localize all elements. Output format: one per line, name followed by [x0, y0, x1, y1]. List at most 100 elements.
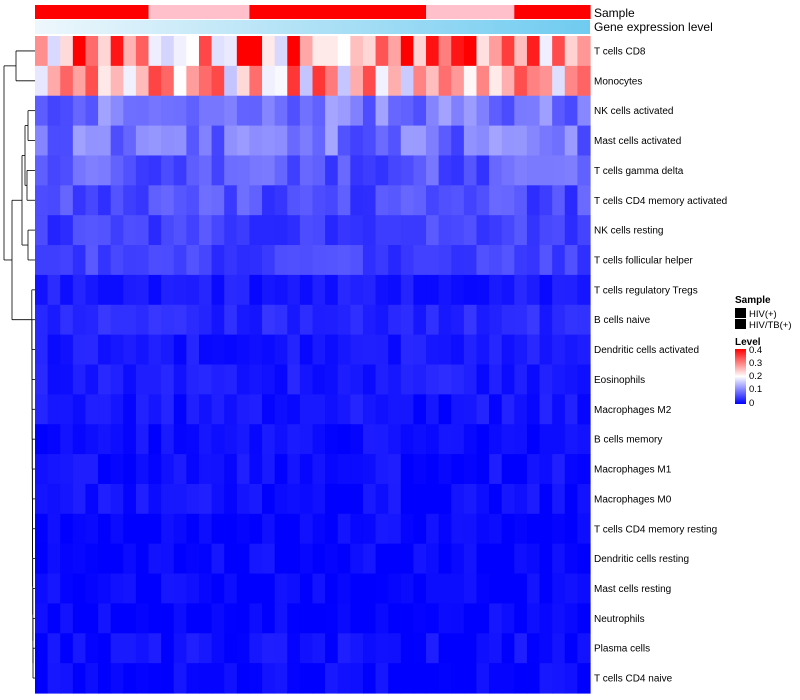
heatmap-cell	[577, 394, 591, 425]
heatmap-cell	[564, 274, 578, 306]
heatmap-cell	[325, 543, 339, 575]
heatmap-cell	[388, 95, 402, 127]
heatmap-cell	[375, 155, 389, 186]
heatmap-cell	[362, 36, 377, 67]
heatmap-cell	[85, 304, 99, 336]
sample-annotation-cell	[501, 5, 515, 19]
heatmap-cell	[325, 304, 339, 336]
heatmap-cell	[526, 633, 541, 664]
heatmap-cell	[337, 304, 351, 336]
heatmap-cell	[577, 424, 591, 455]
heatmap-cell	[186, 185, 200, 216]
heatmap-cell	[110, 334, 124, 366]
heatmap-cell	[135, 603, 150, 634]
sample-annotation-cell	[198, 5, 213, 19]
heatmap-cell	[161, 424, 175, 455]
heatmap-cell	[350, 215, 364, 246]
heatmap-cell	[325, 274, 339, 306]
heatmap-cell	[375, 334, 389, 366]
heatmap-cell	[325, 394, 339, 425]
heatmap-cell	[312, 364, 326, 395]
heatmap-cell	[249, 185, 263, 216]
heatmap-cell	[249, 394, 263, 425]
heatmap-cell	[198, 245, 213, 276]
heatmap-cell	[135, 334, 150, 366]
heatmap-cell	[362, 424, 377, 455]
heatmap-cell	[287, 663, 301, 694]
heatmap-cell	[413, 65, 427, 97]
heatmap-cell	[426, 125, 440, 157]
heatmap-cell	[236, 603, 251, 634]
heatmap-cell	[564, 364, 578, 395]
heatmap-cell	[388, 304, 402, 336]
heatmap-cell	[337, 573, 351, 605]
row-label: Dendritic cells resting	[594, 554, 689, 565]
heatmap-cell	[476, 573, 490, 605]
heatmap-cell	[299, 663, 314, 694]
heatmap-cell	[564, 65, 578, 97]
heatmap-cell	[426, 394, 440, 425]
heatmap-cell	[262, 573, 276, 605]
heatmap-cell	[249, 274, 263, 306]
heatmap-cell	[110, 304, 124, 336]
heatmap-cell	[577, 36, 591, 67]
heatmap-cell	[426, 633, 440, 664]
heatmap-cell	[325, 424, 339, 455]
heatmap-cell	[451, 334, 465, 366]
heatmap-cell	[224, 304, 238, 336]
heatmap-cell	[211, 513, 225, 545]
sample-annotation-cell	[526, 5, 541, 19]
heatmap-cell	[463, 274, 478, 306]
heatmap-cell	[526, 245, 541, 276]
heatmap-cell	[577, 95, 591, 127]
heatmap-cell	[539, 215, 553, 246]
heatmap-cell	[249, 155, 263, 186]
heatmap-cell	[564, 573, 578, 605]
heatmap-cell	[337, 483, 351, 515]
heatmap-cell	[262, 155, 276, 186]
heatmap-cell	[501, 245, 515, 276]
sample-annotation-cell	[274, 5, 288, 19]
heatmap-cell	[211, 36, 225, 67]
heatmap-cell	[198, 483, 213, 515]
heatmap-cell	[249, 454, 263, 485]
heatmap-cell	[123, 215, 137, 246]
heatmap-cell	[451, 394, 465, 425]
heatmap-cell	[362, 65, 377, 97]
heatmap-cell	[274, 334, 288, 366]
sample-annotation-cell	[236, 5, 251, 19]
heatmap-cell	[501, 185, 515, 216]
row-label: B cells naive	[594, 315, 651, 326]
heatmap-cell	[135, 36, 150, 67]
heatmap-cell	[426, 603, 440, 634]
heatmap-cell	[110, 245, 124, 276]
sample-annotation-cell	[388, 5, 402, 19]
heatmap-cell	[47, 245, 61, 276]
heatmap-cell	[249, 663, 263, 694]
heatmap-cell	[198, 663, 213, 694]
heatmap-cell	[72, 304, 87, 336]
heatmap-cell	[577, 304, 591, 336]
heatmap-cell	[35, 65, 49, 97]
heatmap-cell	[98, 364, 112, 395]
heatmap-cell	[211, 663, 225, 694]
heatmap-cell	[438, 663, 452, 694]
heatmap-cell	[211, 483, 225, 515]
heatmap-cell	[173, 155, 187, 186]
heatmap-cell	[110, 95, 124, 127]
heatmap-cell	[148, 543, 162, 575]
heatmap-cell	[514, 155, 528, 186]
heatmap-cell	[400, 454, 415, 485]
heatmap-cell	[514, 215, 528, 246]
heatmap-cell	[413, 274, 427, 306]
heatmap-cell	[85, 95, 99, 127]
heatmap-cell	[489, 125, 503, 157]
heatmap-cell	[463, 483, 478, 515]
sample-annotation-cell	[325, 5, 339, 19]
heatmap-cell	[325, 603, 339, 634]
heatmap-cell	[224, 95, 238, 127]
heatmap-cell	[98, 424, 112, 455]
heatmap-cell	[577, 215, 591, 246]
heatmap-cell	[224, 633, 238, 664]
heatmap-cell	[577, 245, 591, 276]
